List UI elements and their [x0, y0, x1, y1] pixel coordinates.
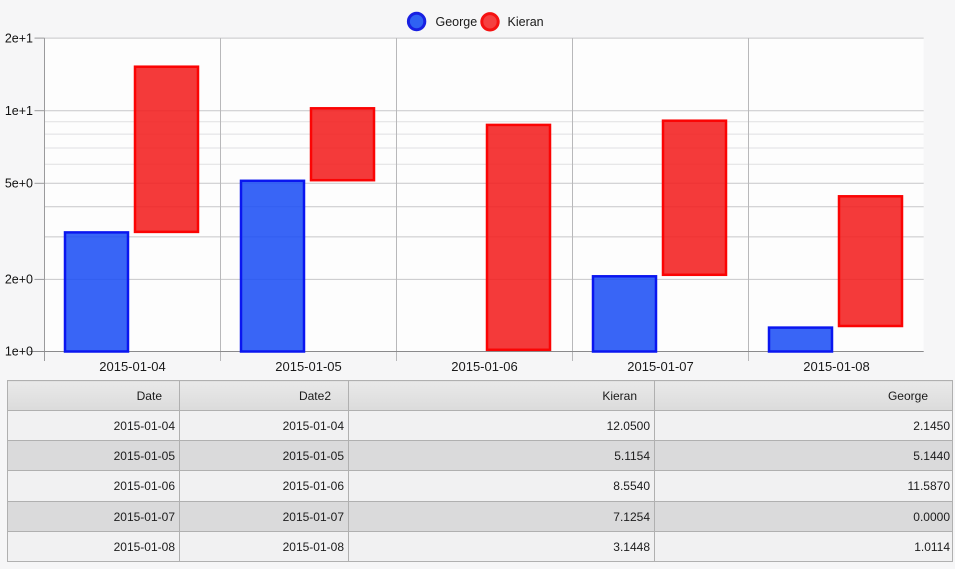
svg-text:2015-01-07: 2015-01-07 [627, 359, 694, 374]
svg-text:1e+0: 1e+0 [5, 345, 33, 359]
svg-text:2015-01-05: 2015-01-05 [275, 359, 342, 374]
svg-text:5e+0: 5e+0 [5, 177, 33, 191]
svg-text:2e+0: 2e+0 [5, 273, 33, 287]
svg-text:2015-01-04: 2015-01-04 [99, 359, 166, 374]
svg-text:Kieran: Kieran [508, 15, 544, 29]
svg-text:2e+1: 2e+1 [5, 32, 33, 46]
svg-text:George: George [436, 15, 478, 29]
svg-text:2015-01-08: 2015-01-08 [803, 359, 870, 374]
svg-text:1e+1: 1e+1 [5, 104, 33, 118]
svg-text:2015-01-06: 2015-01-06 [451, 359, 518, 374]
